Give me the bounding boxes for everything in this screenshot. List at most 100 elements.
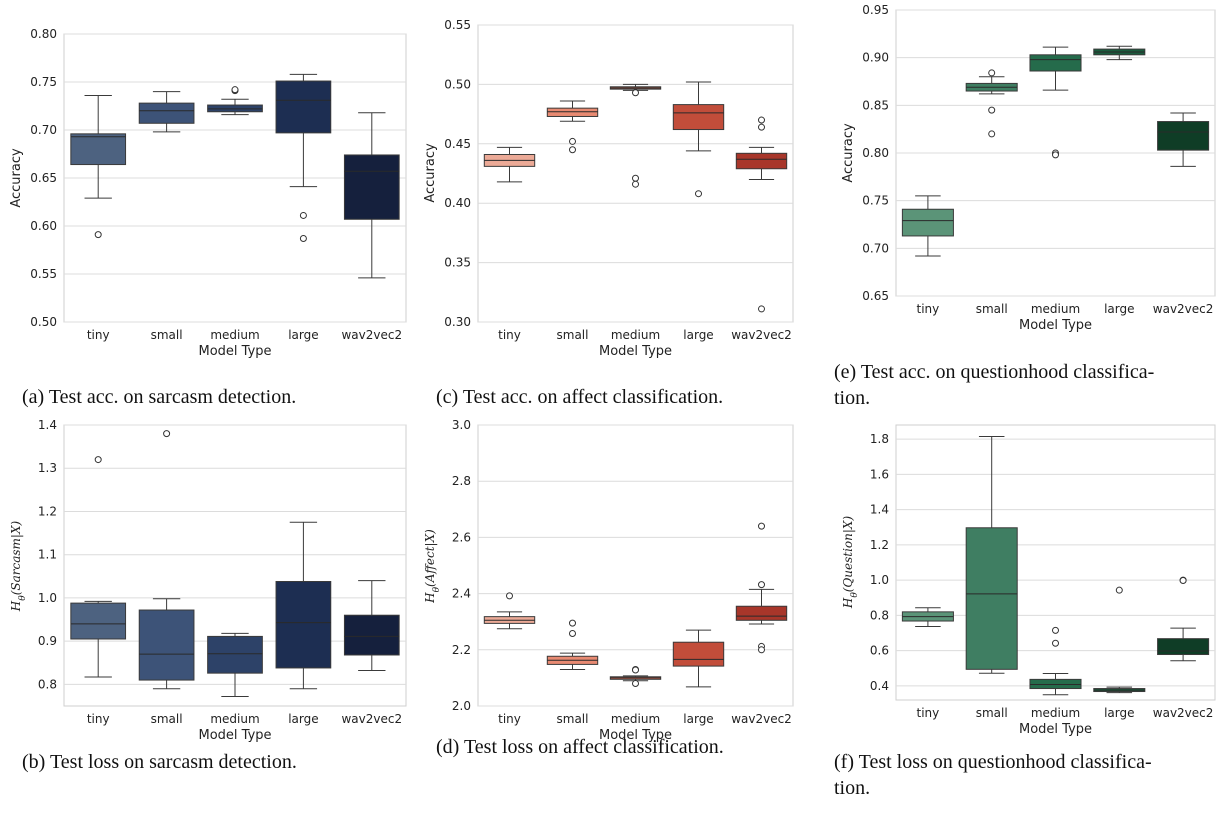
y-tick-label: 1.4 bbox=[870, 503, 889, 517]
x-axis-label: Model Type bbox=[1019, 318, 1092, 333]
caption-c: (c) Test acc. on affect classification. bbox=[436, 386, 723, 408]
y-axis-label: Hθ(Question|X) bbox=[841, 516, 860, 610]
x-tick-label: large bbox=[683, 328, 713, 342]
outlier-point bbox=[163, 430, 171, 438]
outlier-point bbox=[632, 180, 639, 188]
x-tick-label: wav2vec2 bbox=[341, 328, 402, 342]
y-tick-label: 0.90 bbox=[862, 51, 889, 65]
x-axis-label: Model Type bbox=[599, 728, 672, 743]
x-tick-label: medium bbox=[210, 712, 259, 726]
box-body bbox=[965, 527, 1018, 670]
y-tick-label: 1.2 bbox=[38, 504, 57, 518]
box-body bbox=[546, 107, 599, 117]
box-small bbox=[965, 69, 1018, 138]
box-body bbox=[275, 80, 332, 134]
box-large bbox=[672, 629, 725, 688]
y-tick-label: 0.6 bbox=[870, 644, 889, 658]
outlier-point bbox=[1052, 626, 1059, 634]
x-tick-label: large bbox=[288, 712, 318, 726]
box-small bbox=[546, 100, 599, 154]
box-large bbox=[275, 521, 332, 690]
y-tick-label: 0.8 bbox=[870, 608, 889, 622]
y-tick-label: 0.55 bbox=[444, 18, 471, 32]
y-tick-label: 0.70 bbox=[862, 241, 889, 255]
chart-f: 0.4 0.6 0.8 1.0 1.2 1.4 1.6 1.8 Hθ(Question|X) Mo… bbox=[841, 424, 1216, 737]
box-body bbox=[901, 208, 954, 237]
outlier-point bbox=[299, 234, 307, 242]
outlier-point bbox=[569, 619, 576, 627]
x-tick-label: small bbox=[976, 706, 1008, 720]
chart-b: 0.8 0.9 1.0 1.1 1.2 1.3 1.4 Hθ(Sarcasm|X) Model … bbox=[9, 418, 407, 743]
x-axis-label: Model Type bbox=[198, 728, 271, 743]
y-tick-label: 0.60 bbox=[30, 219, 57, 233]
outlier-point bbox=[632, 174, 639, 182]
outlier-point bbox=[758, 123, 765, 131]
y-tick-label: 0.4 bbox=[870, 679, 889, 693]
box-large bbox=[275, 73, 332, 242]
outlier-point bbox=[758, 646, 765, 654]
y-tick-label: 2.4 bbox=[452, 587, 471, 601]
y-tick-label: 0.80 bbox=[30, 27, 57, 41]
x-tick-label: wav2vec2 bbox=[731, 712, 792, 726]
box-wav2vec2 bbox=[1157, 576, 1210, 662]
box-tiny bbox=[483, 592, 536, 630]
y-tick-label: 0.8 bbox=[38, 677, 57, 691]
x-tick-label: tiny bbox=[87, 328, 110, 342]
y-tick-label: 1.6 bbox=[870, 467, 889, 481]
y-axis-label: Hθ(Sarcasm|X) bbox=[9, 521, 28, 613]
x-axis-label: Model Type bbox=[599, 344, 672, 359]
box-small bbox=[138, 430, 195, 690]
y-axis-label: Hθ(Affect|X) bbox=[423, 529, 442, 604]
caption-b: (b) Test loss on sarcasm detection. bbox=[22, 751, 297, 773]
x-tick-label: tiny bbox=[498, 712, 521, 726]
outlier-point bbox=[758, 581, 765, 589]
x-tick-label: tiny bbox=[87, 712, 110, 726]
box-body bbox=[735, 605, 788, 621]
box-wav2vec2 bbox=[735, 116, 788, 313]
y-tick-label: 0.95 bbox=[862, 3, 889, 17]
y-tick-label: 2.0 bbox=[452, 699, 471, 713]
box-wav2vec2 bbox=[343, 112, 400, 279]
y-tick-label: 1.2 bbox=[870, 538, 889, 552]
outlier-point bbox=[1115, 586, 1123, 594]
box-small bbox=[138, 91, 195, 133]
box-medium bbox=[207, 632, 263, 697]
chart-e: 0.65 0.70 0.75 0.80 0.85 0.90 0.95 Accuracy Mode… bbox=[841, 3, 1216, 333]
y-tick-label: 0.65 bbox=[862, 289, 889, 303]
box-tiny bbox=[901, 607, 954, 627]
x-tick-label: medium bbox=[611, 712, 660, 726]
x-tick-label: medium bbox=[611, 328, 660, 342]
outlier-point bbox=[988, 106, 996, 114]
box-body bbox=[70, 133, 127, 166]
outlier-point bbox=[632, 89, 639, 97]
box-body bbox=[1029, 54, 1082, 72]
box-wav2vec2 bbox=[735, 522, 788, 654]
y-tick-label: 1.4 bbox=[38, 418, 57, 432]
box-wav2vec2 bbox=[343, 580, 400, 672]
x-tick-label: small bbox=[557, 328, 589, 342]
caption-e-line2: tion. bbox=[834, 387, 870, 409]
outlier-point bbox=[569, 146, 576, 154]
x-axis-label: Model Type bbox=[198, 344, 271, 359]
x-tick-label: large bbox=[288, 328, 318, 342]
y-tick-label: 2.8 bbox=[452, 474, 471, 488]
box-medium bbox=[609, 665, 662, 688]
y-tick-label: 0.75 bbox=[30, 75, 57, 89]
x-tick-label: tiny bbox=[917, 302, 940, 316]
y-tick-label: 0.85 bbox=[862, 98, 889, 112]
chart-c: 0.30 0.35 0.40 0.45 0.50 0.55 Accuracy Model Ty… bbox=[423, 18, 794, 359]
outlier-point bbox=[758, 116, 765, 124]
outlier-point bbox=[758, 305, 765, 313]
x-tick-label: medium bbox=[210, 328, 259, 342]
x-tick-label: medium bbox=[1031, 302, 1080, 316]
box-small bbox=[965, 435, 1018, 674]
box-body bbox=[138, 609, 195, 681]
caption-f-line1: (f) Test loss on questionhood classifica… bbox=[834, 751, 1152, 773]
box-body bbox=[70, 602, 127, 640]
outlier-point bbox=[632, 666, 639, 674]
box-tiny bbox=[70, 94, 127, 239]
x-tick-label: wav2vec2 bbox=[1153, 302, 1214, 316]
y-tick-label: 2.6 bbox=[452, 530, 471, 544]
x-tick-label: wav2vec2 bbox=[341, 712, 402, 726]
